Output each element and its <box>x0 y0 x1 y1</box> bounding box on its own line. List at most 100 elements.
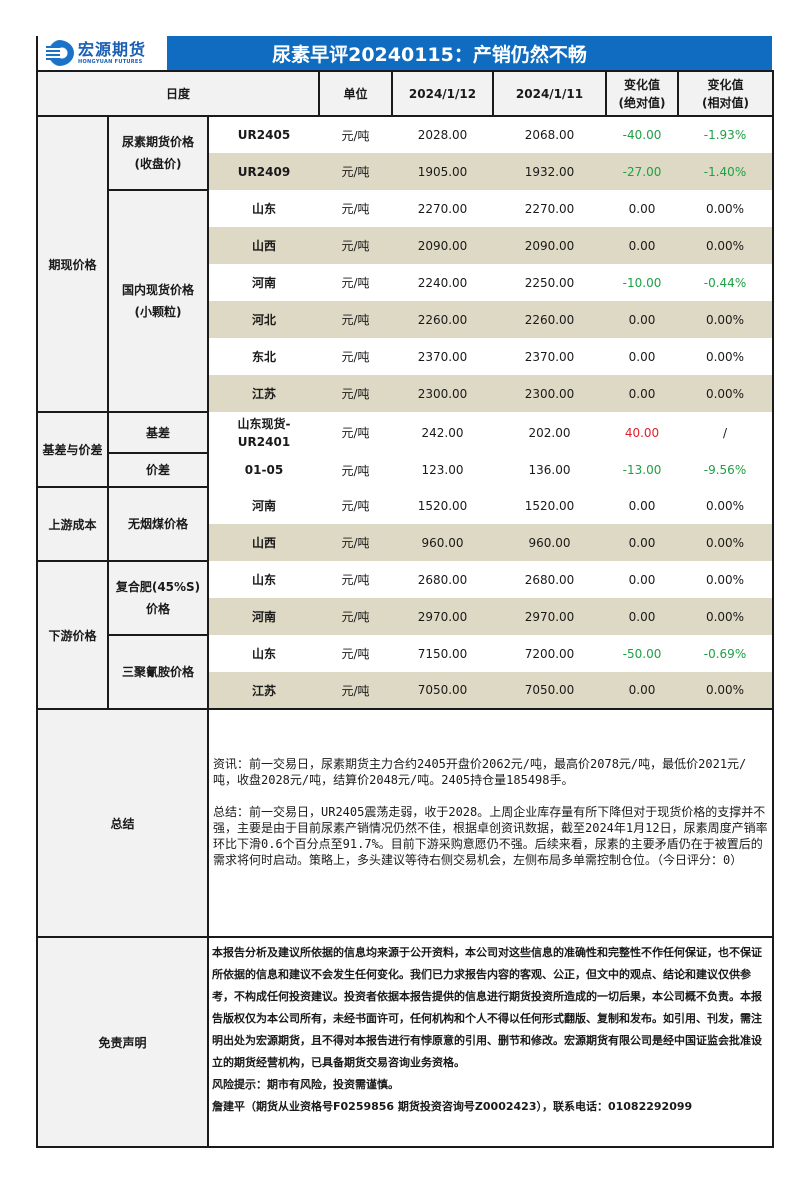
value-date2: 1520.00 <box>493 487 606 524</box>
item-label: UR2409 <box>208 153 319 190</box>
table-row: 江苏 元/吨 2300.00 2300.00 0.00 0.00% <box>37 375 774 412</box>
disclaimer-text: 本报告分析及建议所依据的信息均来源于公开资料，本公司对这些信息的准确性和完整性不… <box>207 936 774 1148</box>
unit-cell: 元/吨 <box>319 338 392 375</box>
group-label: 国内现货价格 (小颗粒) <box>107 189 209 413</box>
disclaimer-row: 免责声明 本报告分析及建议所依据的信息均来源于公开资料，本公司对这些信息的准确性… <box>36 936 774 1148</box>
value-date2: 7050.00 <box>493 672 606 709</box>
table-row: 河南 元/吨 2240.00 2250.00 -10.00 -0.44% <box>37 264 774 301</box>
rel-change: 0.00% <box>678 190 774 227</box>
abs-change: 0.00 <box>606 338 678 375</box>
value-date1: 2680.00 <box>392 561 493 598</box>
category-label: 下游价格 <box>36 560 109 710</box>
item-label: 山东现货- UR2401 <box>208 412 319 453</box>
value-date2: 2680.00 <box>493 561 606 598</box>
unit-cell: 元/吨 <box>319 598 392 635</box>
logo-icon <box>44 40 74 66</box>
abs-change: 0.00 <box>606 487 678 524</box>
group-label: 基差 <box>107 411 209 454</box>
item-label: 山东 <box>208 190 319 227</box>
unit-cell: 元/吨 <box>319 153 392 190</box>
logo-en-text: HONGYUAN FUTURES <box>78 58 143 65</box>
value-date1: 960.00 <box>392 524 493 561</box>
rel-change: 0.00% <box>678 301 774 338</box>
table-row: 上游成本 无烟煤价格 河南 元/吨 1520.00 1520.00 0.00 0.00% <box>36 486 774 562</box>
unit-cell: 元/吨 <box>319 453 392 487</box>
value-date1: 1905.00 <box>392 153 493 190</box>
item-label: 河南 <box>208 264 319 301</box>
unit-cell: 元/吨 <box>319 524 392 561</box>
rel-change: 0.00% <box>678 672 774 709</box>
abs-change: 0.00 <box>606 672 678 709</box>
value-date1: 2270.00 <box>392 190 493 227</box>
unit-cell: 元/吨 <box>319 635 392 672</box>
unit-cell: 元/吨 <box>319 672 392 709</box>
value-date2: 1932.00 <box>493 153 606 190</box>
item-label: 山西 <box>208 227 319 264</box>
category-label: 上游成本 <box>36 486 109 562</box>
value-date1: 1520.00 <box>392 487 493 524</box>
abs-change: 0.00 <box>606 301 678 338</box>
value-date1: 7150.00 <box>392 635 493 672</box>
rel-change: 0.00% <box>678 487 774 524</box>
table-row: 山西 元/吨 960.00 960.00 0.00 0.00% <box>37 524 774 561</box>
abs-change: 0.00 <box>606 561 678 598</box>
item-label: 江苏 <box>208 375 319 412</box>
value-date1: 2370.00 <box>392 338 493 375</box>
col-header-unit: 单位 <box>318 70 393 117</box>
value-date1: 2300.00 <box>392 375 493 412</box>
value-date1: 123.00 <box>392 453 493 487</box>
unit-cell: 元/吨 <box>319 301 392 338</box>
price-table: 日度 单位 2024/1/12 2024/1/11 变化值 (绝对值) 变化值 (相… <box>36 70 774 1148</box>
abs-change: -10.00 <box>606 264 678 301</box>
value-date2: 2970.00 <box>493 598 606 635</box>
title-bar: 宏源期货 HONGYUAN FUTURES 尿素早评20240115：产销仍然不… <box>36 36 772 70</box>
table-row: 国内现货价格 (小颗粒) 山东 元/吨 2270.00 2270.00 0.00 0.00% <box>37 189 774 413</box>
category-label: 期现价格 <box>36 115 109 413</box>
unit-cell: 元/吨 <box>319 412 392 453</box>
abs-change: 0.00 <box>606 227 678 264</box>
value-date2: 2068.00 <box>493 116 606 153</box>
abs-change: 40.00 <box>606 412 678 453</box>
value-date2: 2270.00 <box>493 190 606 227</box>
col-header-date1: 2024/1/12 <box>391 70 494 117</box>
table-row: 河北 元/吨 2260.00 2260.00 0.00 0.00% <box>37 301 774 338</box>
rel-change: -1.40% <box>678 153 774 190</box>
group-label: 无烟煤价格 <box>107 486 209 562</box>
item-label: 山东 <box>208 561 319 598</box>
item-label: 东北 <box>208 338 319 375</box>
unit-cell: 元/吨 <box>319 487 392 524</box>
table-row: 三聚氰胺价格 山东 元/吨 7150.00 7200.00 -50.00 -0.69% <box>37 634 774 710</box>
rel-change: -9.56% <box>678 453 774 487</box>
value-date1: 2028.00 <box>392 116 493 153</box>
logo-cn-text: 宏源期货 <box>78 39 147 59</box>
value-date2: 2260.00 <box>493 301 606 338</box>
table-row: 价差 01-05 元/吨 123.00 136.00 -13.00 -9.56% <box>37 452 774 488</box>
table-row: 河南 元/吨 2970.00 2970.00 0.00 0.00% <box>37 598 774 635</box>
value-date1: 2240.00 <box>392 264 493 301</box>
abs-change: -27.00 <box>606 153 678 190</box>
value-date1: 2090.00 <box>392 227 493 264</box>
group-label: 价差 <box>107 452 209 488</box>
disclaimer-body: 本报告分析及建议所依据的信息均来源于公开资料，本公司对这些信息的准确性和完整性不… <box>212 946 762 1069</box>
col-header-daily: 日度 <box>36 70 320 117</box>
item-label: 河南 <box>208 598 319 635</box>
summary-text: 资讯：前一交易日，尿素期货主力合约2405开盘价2062元/吨，最高价2078元… <box>207 708 774 938</box>
value-date1: 7050.00 <box>392 672 493 709</box>
item-label: 山东 <box>208 635 319 672</box>
item-label: 江苏 <box>208 672 319 709</box>
value-date2: 7200.00 <box>493 635 606 672</box>
value-date2: 2370.00 <box>493 338 606 375</box>
table-row: 江苏 元/吨 7050.00 7050.00 0.00 0.00% <box>37 672 774 709</box>
value-date1: 242.00 <box>392 412 493 453</box>
rel-change: 0.00% <box>678 227 774 264</box>
group-label: 尿素期货价格 (收盘价) <box>107 115 209 191</box>
item-label: 河北 <box>208 301 319 338</box>
table-row: 下游价格 复合肥(45%S) 价格 山东 元/吨 2680.00 2680.00 0.00 0.… <box>36 560 774 710</box>
item-label: 河南 <box>208 487 319 524</box>
risk-notice: 风险提示：期市有风险，投资需谨慎。 <box>212 1078 399 1091</box>
abs-change: -50.00 <box>606 635 678 672</box>
rel-change: -0.69% <box>678 635 774 672</box>
item-label: UR2405 <box>208 116 319 153</box>
rel-change: 0.00% <box>678 338 774 375</box>
table-row: 山西 元/吨 2090.00 2090.00 0.00 0.00% <box>37 227 774 264</box>
